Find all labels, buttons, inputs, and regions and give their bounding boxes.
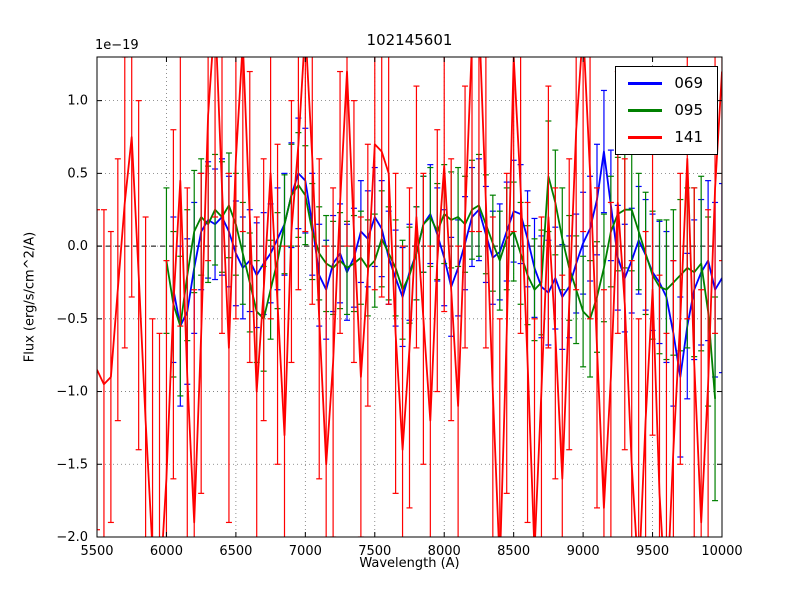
tick-labels: 5500 6000 6500 7000 7500 8000 8500 9000 9500 1000… <box>56 94 742 559</box>
x-axis-label: Wavelength (A) <box>359 556 460 571</box>
legend-entry: 069 <box>628 76 703 91</box>
data-layer <box>97 57 722 537</box>
legend-label: 141 <box>674 128 703 146</box>
y-tick-label: −1.5 <box>56 457 88 472</box>
legend-line-swatch-red <box>628 136 663 139</box>
legend: 069 095 141 <box>615 66 718 155</box>
y-tick-label: −0.5 <box>56 312 88 327</box>
x-tick-label: 9500 <box>636 544 669 559</box>
y-tick-label: 0.0 <box>67 239 88 254</box>
legend-label: 069 <box>674 74 703 92</box>
x-tick-label: 9000 <box>567 544 600 559</box>
x-tick-label: 10000 <box>701 544 742 559</box>
x-tick-label: 8500 <box>497 544 530 559</box>
legend-line-swatch-green <box>628 109 663 112</box>
tick-marks <box>96 57 723 538</box>
x-tick-label: 5500 <box>80 544 113 559</box>
plot-border <box>96 56 723 538</box>
y-tick-label: 0.5 <box>67 166 88 181</box>
y-tick-label: −1.0 <box>56 385 88 400</box>
legend-label: 095 <box>674 101 703 119</box>
x-tick-label: 6000 <box>150 544 183 559</box>
x-tick-label: 6500 <box>219 544 252 559</box>
series-line-141 <box>97 57 722 537</box>
x-tick-label: 8000 <box>428 544 461 559</box>
x-tick-label: 7500 <box>358 544 391 559</box>
legend-line-swatch-blue <box>628 82 663 85</box>
y-tick-label: −2.0 <box>56 530 88 545</box>
chart-title: 102145601 <box>366 31 453 49</box>
legend-entry: 141 <box>628 130 703 145</box>
y-axis-offset-label: 1e−19 <box>95 38 139 53</box>
y-tick-label: 1.0 <box>67 94 88 109</box>
y-axis-label: Flux (erg/s/cm^2/A) <box>22 231 38 363</box>
legend-entry: 095 <box>628 103 703 118</box>
x-tick-label: 7000 <box>289 544 322 559</box>
